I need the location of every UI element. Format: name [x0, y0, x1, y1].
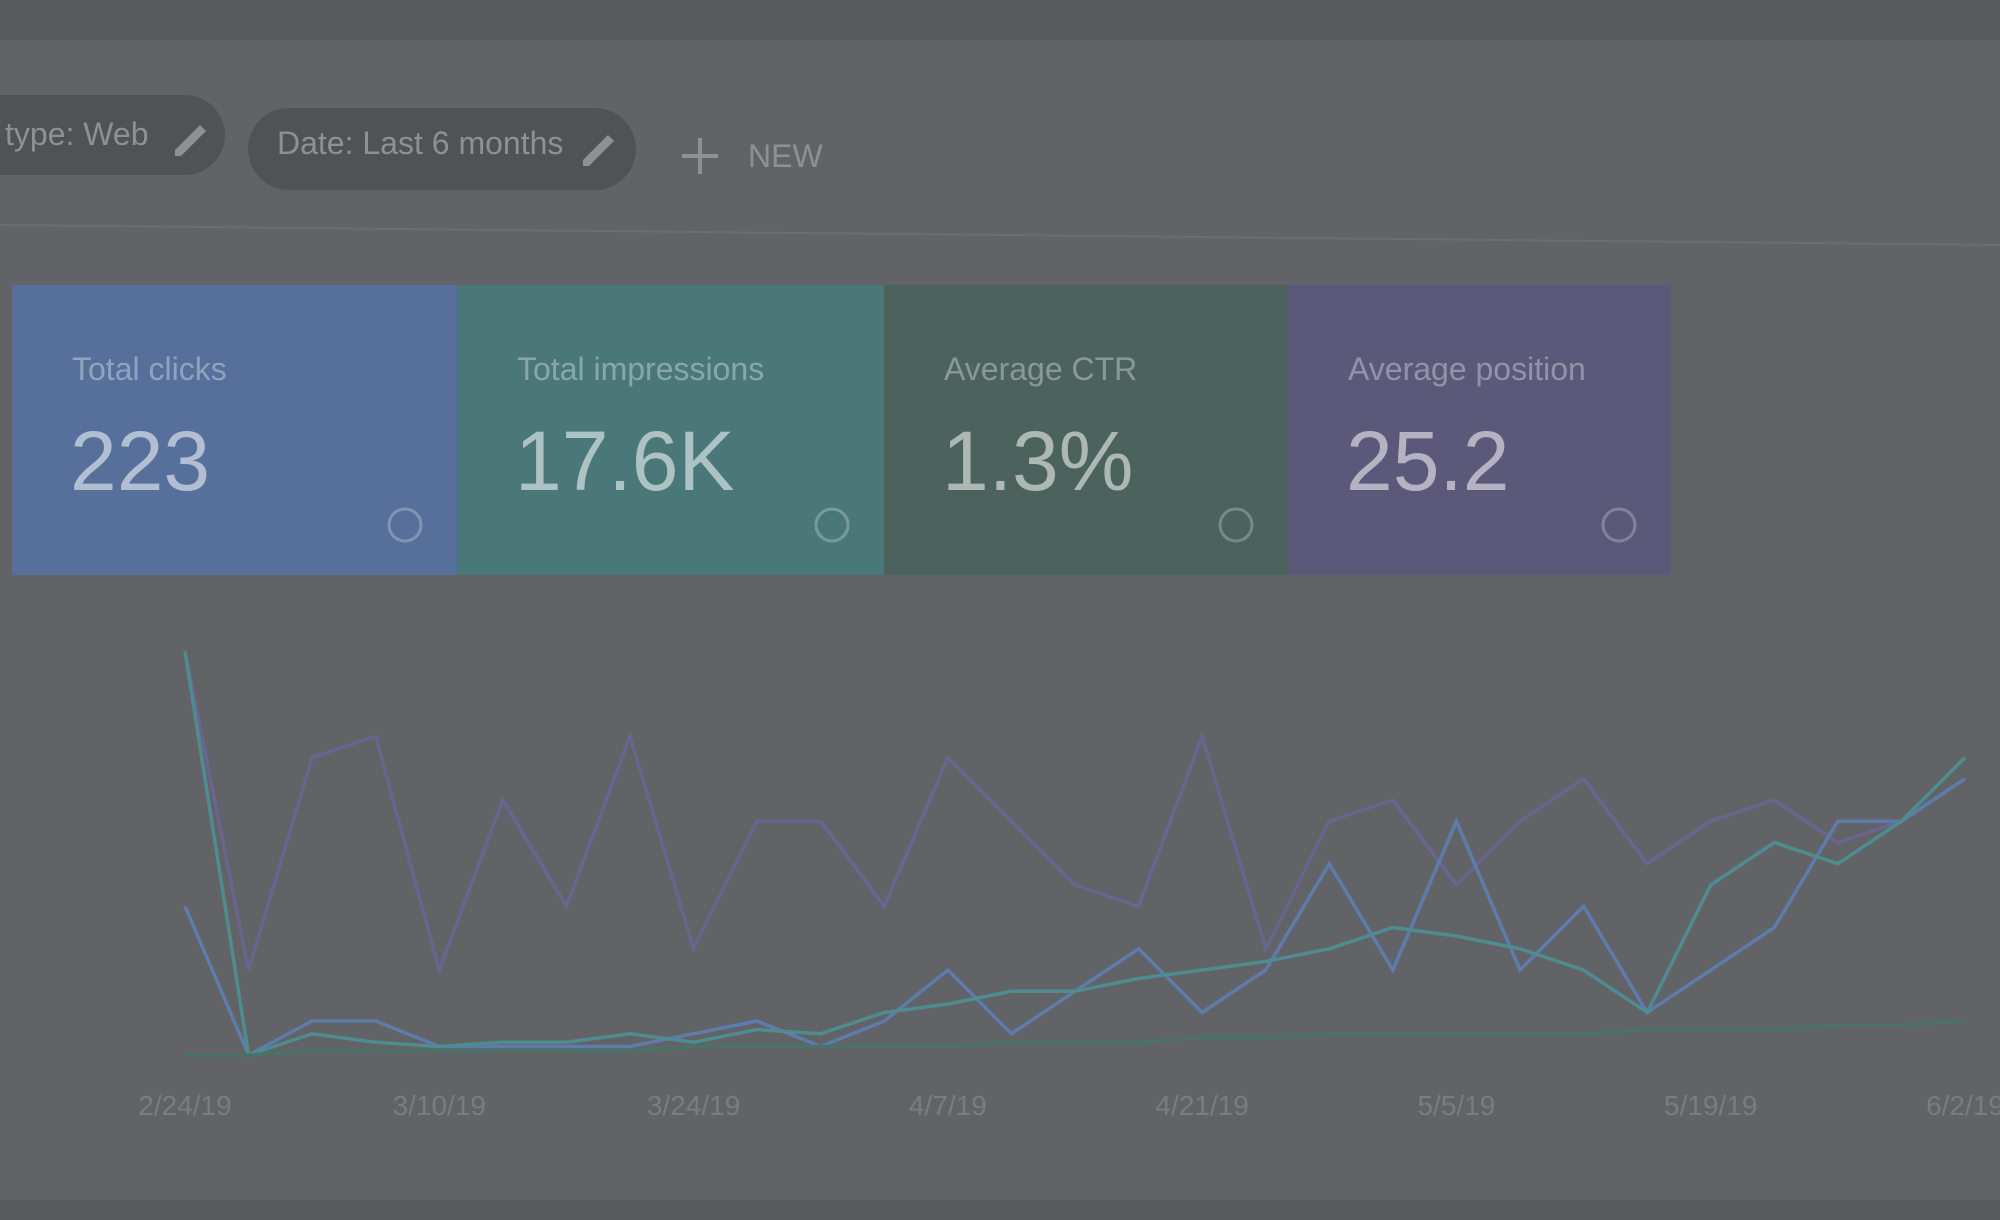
- card-label: Average position: [1348, 351, 1586, 387]
- metric-card[interactable]: [12, 285, 457, 575]
- metric-card[interactable]: [884, 285, 1288, 575]
- filter-label: type: Web: [5, 116, 148, 152]
- card-label: Average CTR: [944, 351, 1137, 387]
- metric-card[interactable]: [1288, 285, 1671, 575]
- help-icon: [1218, 507, 1254, 543]
- divider: [0, 224, 2000, 246]
- cards: Total clicks 223 Total impressions 17.6K Ave…: [12, 285, 1671, 575]
- help-icon: [1601, 507, 1637, 543]
- filter-label: Date: Last 6 months: [277, 125, 563, 161]
- x-tick-label: 3/10/19: [393, 1090, 486, 1121]
- x-tick-label: 3/24/19: [647, 1090, 740, 1121]
- filter-chip[interactable]: [0, 95, 225, 175]
- series-line: [183, 650, 1967, 1058]
- chart: 2/24/19 3/10/19 3/24/19 4/7/19 4/21/19 5/5/19…: [138, 650, 2000, 1121]
- plus-icon: [682, 138, 718, 174]
- card-value: 25.2: [1346, 414, 1510, 508]
- filter-chip[interactable]: [248, 108, 636, 190]
- x-tick-label: 2/24/19: [138, 1090, 231, 1121]
- series-line: [183, 650, 1966, 976]
- panel: [0, 40, 2000, 1200]
- x-tick-label: 5/19/19: [1664, 1090, 1757, 1121]
- help-icon: [814, 507, 850, 543]
- card-value: 223: [70, 414, 210, 508]
- edit-icon: [583, 135, 614, 166]
- help-icon: [387, 507, 423, 543]
- card-value: 17.6K: [515, 414, 735, 508]
- metric-card[interactable]: [457, 285, 884, 575]
- x-tick-label: 4/7/19: [909, 1090, 987, 1121]
- card-label: Total impressions: [517, 351, 764, 387]
- new-button[interactable]: NEW: [682, 138, 823, 174]
- new-label: NEW: [748, 138, 823, 174]
- series-line: [185, 1019, 1966, 1057]
- x-tick-label: 6/2/19: [1926, 1090, 2000, 1121]
- x-tick-label: 4/21/19: [1155, 1090, 1248, 1121]
- card-label: Total clicks: [72, 351, 227, 387]
- edit-icon: [175, 125, 206, 156]
- x-tick-label: 5/5/19: [1417, 1090, 1495, 1121]
- card-value: 1.3%: [942, 414, 1133, 508]
